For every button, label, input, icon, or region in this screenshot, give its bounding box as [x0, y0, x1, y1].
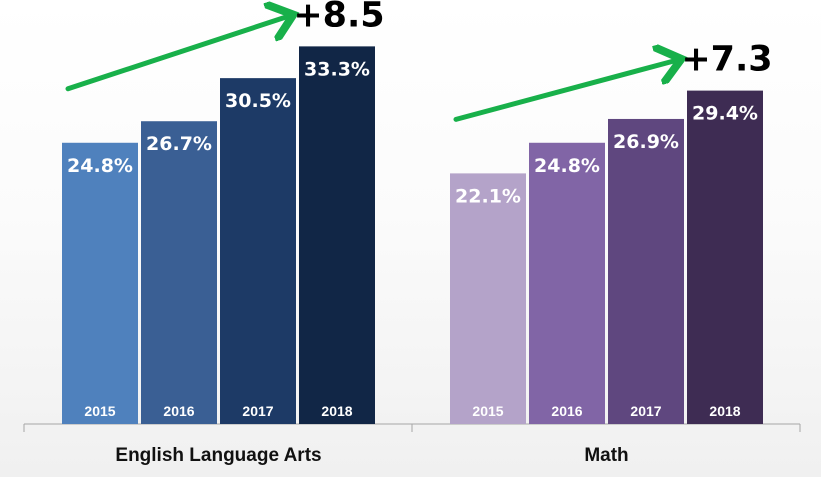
value-label-ela-2015: 24.8%: [67, 155, 133, 177]
bar-math-2018: [687, 90, 763, 424]
value-label-math-2015: 22.1%: [455, 185, 521, 207]
bar-math-2015: [450, 173, 526, 424]
change-label-ela: +8.5: [293, 0, 384, 35]
bar-ela-2016: [141, 121, 217, 425]
year-label-math-2015: 2015: [472, 403, 503, 419]
bar-math-2017: [608, 118, 684, 424]
bar-ela-2015: [62, 142, 138, 424]
year-label-ela-2017: 2017: [242, 403, 273, 419]
year-label-ela-2015: 2015: [84, 403, 115, 419]
trend-arrow-ela: [65, 15, 291, 92]
year-label-ela-2018: 2018: [321, 403, 352, 419]
group-label-math: Math: [584, 445, 628, 466]
year-label-math-2018: 2018: [709, 403, 740, 419]
group-label-ela: English Language Arts: [115, 445, 321, 466]
trend-arrow-math: [453, 60, 679, 122]
year-label-math-2016: 2016: [551, 403, 582, 419]
year-label-math-2017: 2017: [630, 403, 661, 419]
value-label-math-2017: 26.9%: [613, 131, 679, 153]
value-label-ela-2018: 33.3%: [304, 58, 370, 80]
value-label-ela-2016: 26.7%: [146, 133, 212, 155]
value-label-math-2016: 24.8%: [534, 155, 600, 177]
value-label-ela-2017: 30.5%: [225, 90, 291, 112]
year-label-ela-2016: 2016: [163, 403, 194, 419]
bar-math-2016: [529, 142, 605, 424]
change-label-math: +7.3: [681, 40, 772, 80]
bar-ela-2017: [220, 78, 296, 424]
value-label-math-2018: 29.4%: [692, 103, 758, 125]
bar-ela-2018: [299, 46, 375, 425]
